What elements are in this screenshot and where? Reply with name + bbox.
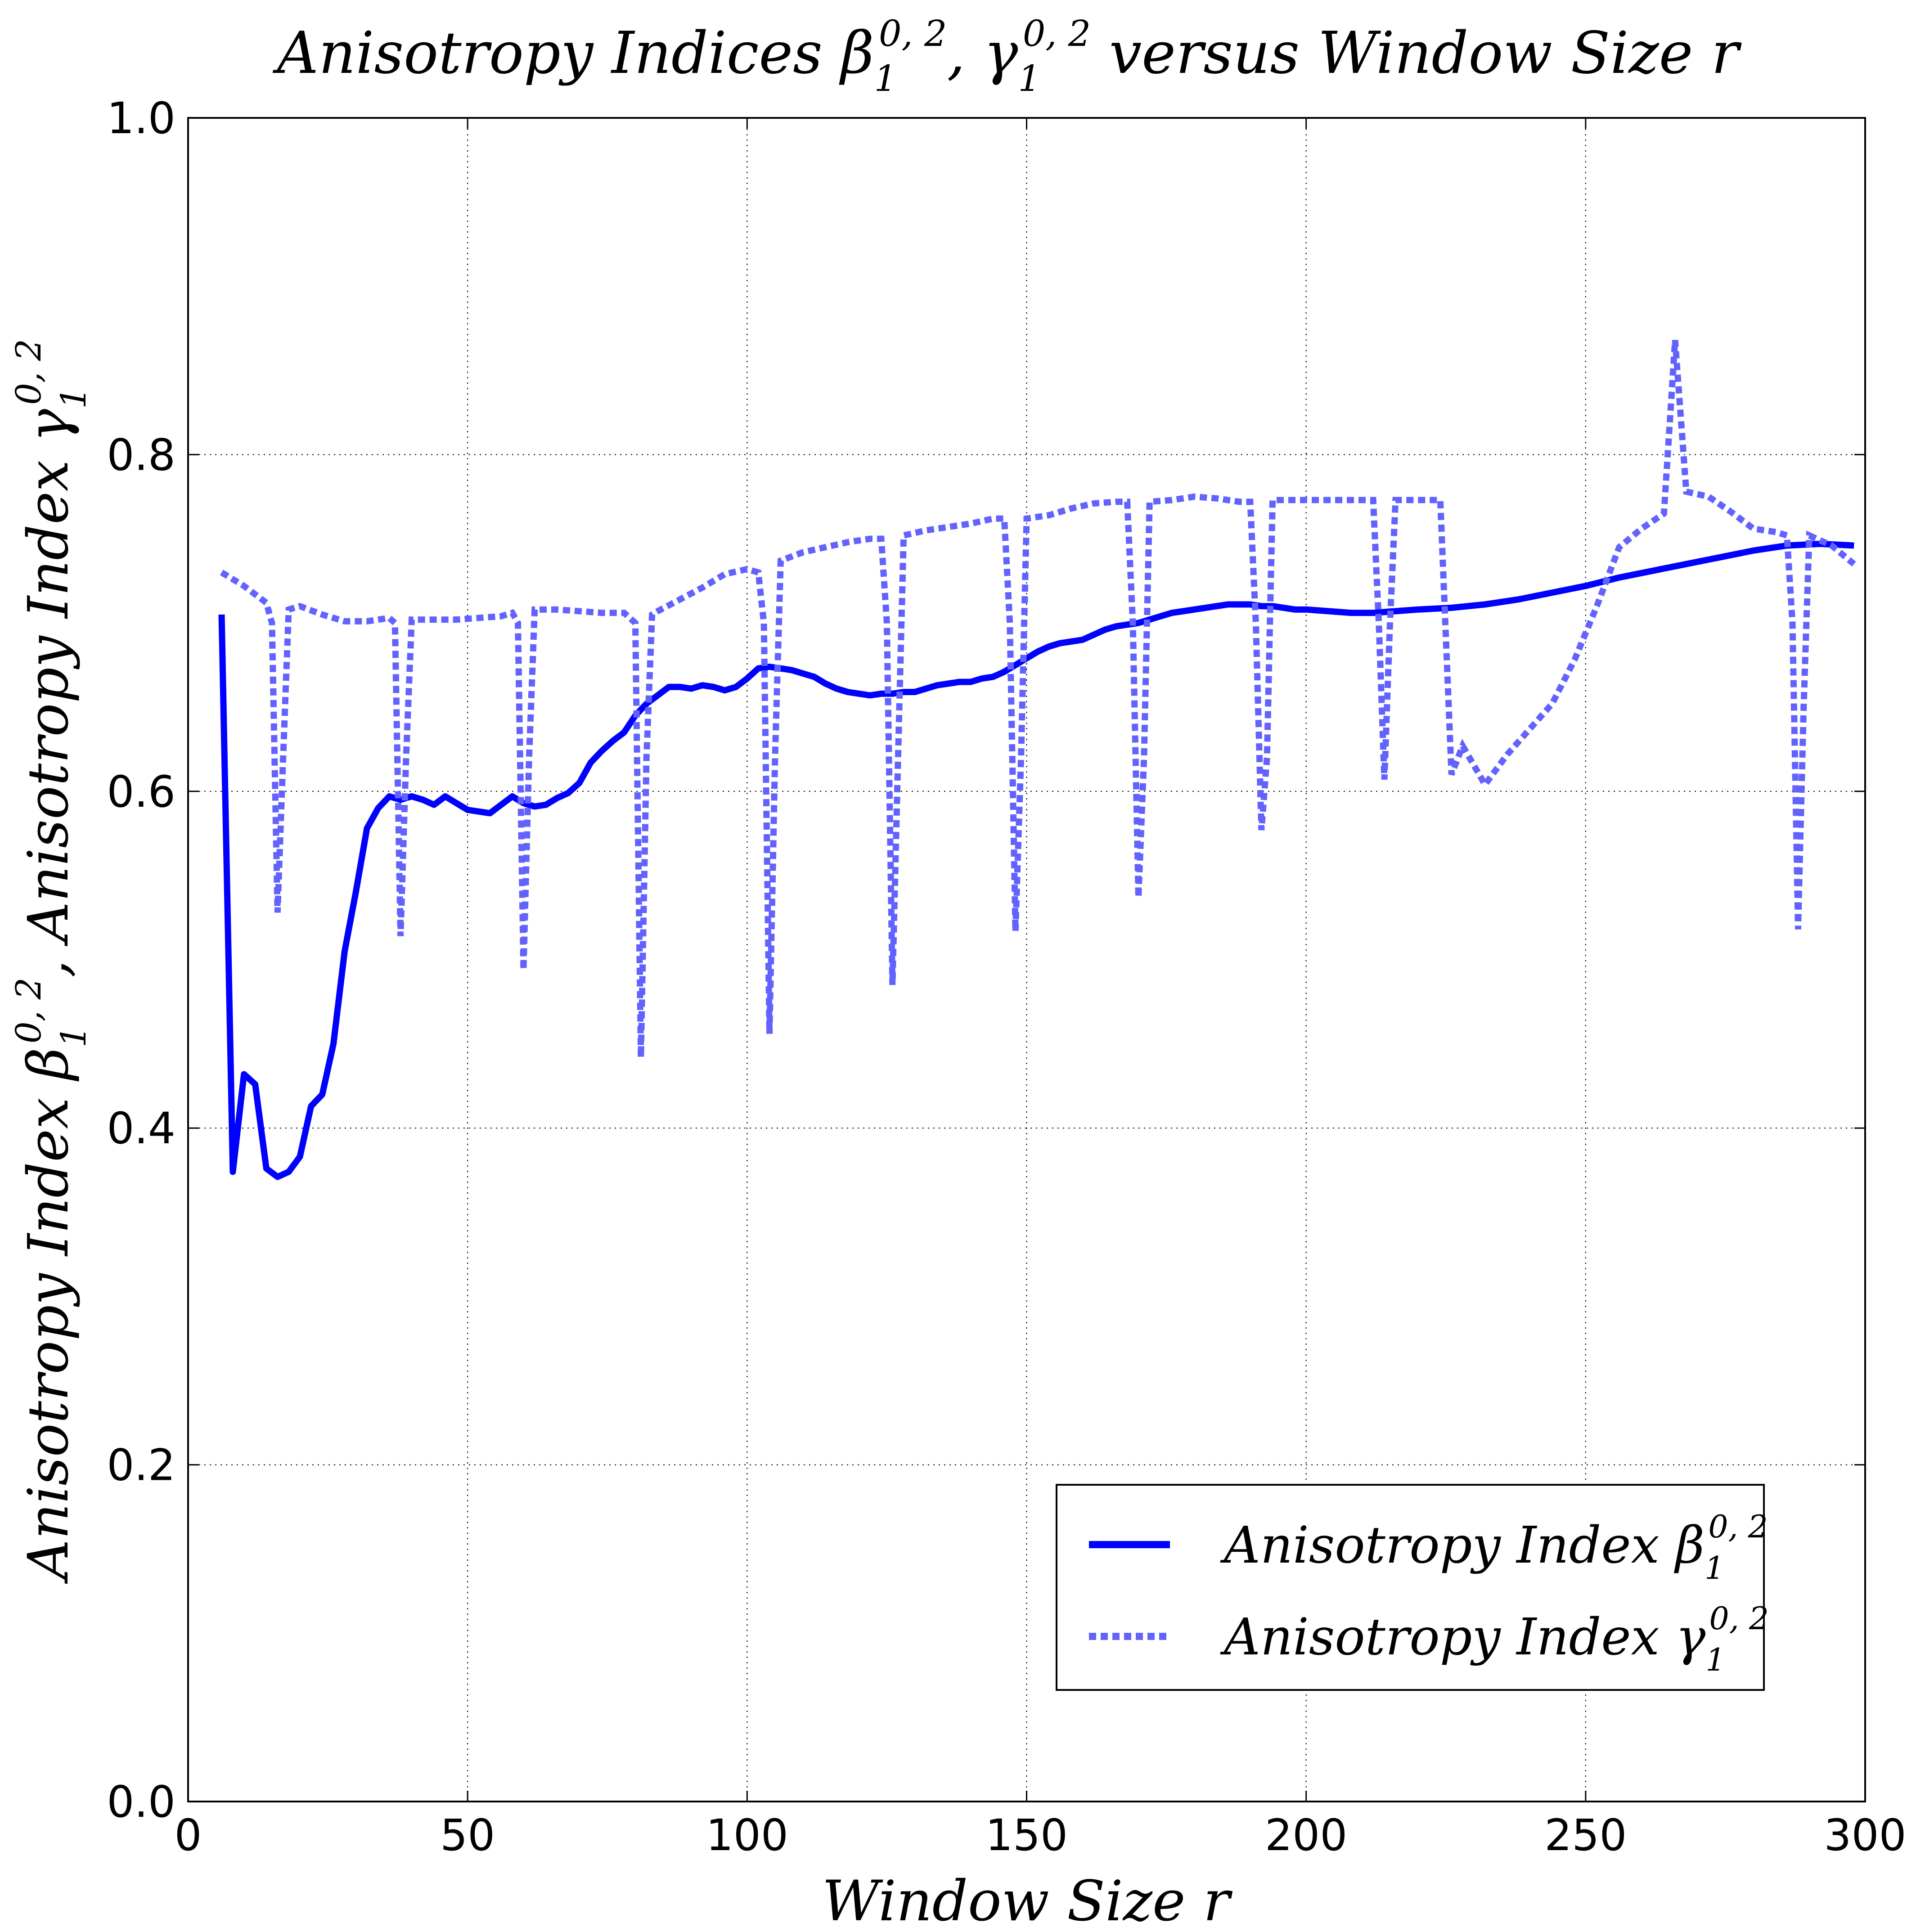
x-tick-label: 100 [706, 1810, 788, 1860]
x-tick-label: 50 [440, 1810, 495, 1860]
y-tick-label: 0.8 [107, 430, 175, 480]
chart-title: Anisotropy Indices β10, 2, γ10, 2 versus… [273, 13, 1742, 99]
y-tick-label: 0.4 [107, 1103, 175, 1154]
legend-frame [1056, 1484, 1765, 1691]
y-tick-label: 0.6 [107, 767, 175, 817]
series-line-beta [218, 540, 1854, 1180]
legend: Anisotropy Index β10, 2 Anisotropy Index… [1056, 1484, 1769, 1691]
x-axis-label: Window Size r [822, 1869, 1233, 1932]
x-tick-label: 0 [174, 1810, 202, 1860]
y-tick-label: 0.2 [107, 1440, 175, 1491]
x-tick-label: 200 [1265, 1810, 1347, 1860]
y-axis-label: Anisotropy Index β10, 2, Anisotropy Inde… [9, 339, 94, 1584]
legend-label-gamma: Anisotropy Index γ10, 2 [1220, 1601, 1769, 1678]
legend-label-beta: Anisotropy Index β10, 2 [1220, 1509, 1768, 1586]
series-line-gamma [220, 340, 1856, 1058]
y-tick-label: 1.0 [107, 93, 175, 144]
x-tick-label: 300 [1824, 1810, 1906, 1860]
axis-ticks [187, 117, 1866, 1802]
x-tick-label: 250 [1544, 1810, 1627, 1860]
y-tick-label: 0.0 [107, 1777, 175, 1827]
series-layer [218, 340, 1856, 1180]
x-tick-label: 150 [985, 1810, 1068, 1860]
